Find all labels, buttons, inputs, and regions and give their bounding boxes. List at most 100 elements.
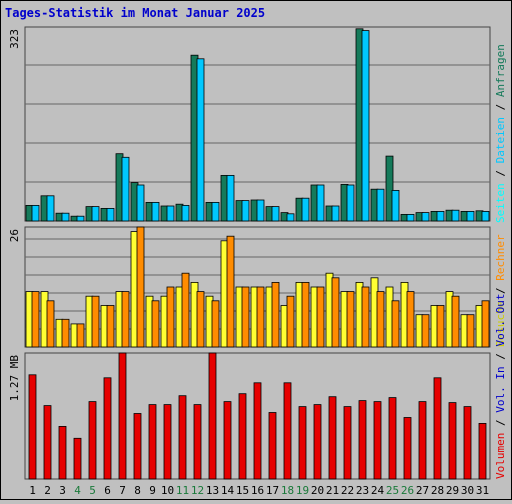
requests-bar-dateien-day-7 [121,156,130,222]
x-tick-label: 2 [44,484,51,497]
x-tick-label: 4 [74,484,81,497]
requests-bar-dateien-day-15 [241,200,250,222]
requests-bar-dateien-day-28 [436,210,445,222]
volume-bar-volumen-day-8 [133,413,142,480]
volume-bar-volumen-day-12 [193,404,202,480]
requests-bar-dateien-day-5 [91,206,100,222]
x-tick-label: 15 [236,484,249,497]
requests-ytick-label: 323 [8,29,21,49]
volume-bar-volumen-day-4 [73,437,82,480]
requests-bar-dateien-day-22 [346,184,355,222]
volume-bar-volumen-day-27 [418,401,427,480]
visits-bar-rechner-day-27 [421,314,430,348]
legend-entry: Besuche [494,301,507,347]
volume-bar-volumen-day-23 [358,400,367,480]
visits-bar-rechner-day-30 [466,314,475,348]
volume-bar-volumen-day-22 [343,406,352,480]
volume-bar-volumen-day-2 [43,405,52,480]
x-tick-label: 8 [134,484,141,497]
chart-legend: Seiten / Dateien / Anfragen Besuche / Rec… [494,44,507,479]
requests-bar-dateien-day-25 [391,189,400,222]
volume-bar-volumen-day-13 [208,352,217,480]
requests-bar-dateien-day-21 [331,205,340,222]
requests-legend: Seiten / Dateien / Anfragen [494,44,507,223]
visits-bar-rechner-day-9 [151,300,160,348]
requests-bar-dateien-day-27 [421,212,430,222]
visits-bar-rechner-day-11 [181,272,190,348]
x-tick-label: 7 [119,484,126,497]
visits-legend: Besuche / Rechner [494,234,507,347]
volume-bar-volumen-day-18 [283,382,292,480]
visits-panel: 26 [8,226,491,348]
visits-bar-rechner-day-19 [301,281,310,348]
requests-bar-dateien-day-16 [256,199,265,222]
visits-bar-rechner-day-1 [31,291,40,348]
visits-bar-rechner-day-20 [316,286,325,348]
volume-bar-volumen-day-17 [268,412,277,480]
requests-bar-dateien-day-6 [106,207,115,222]
legend-entry: Seiten [494,183,507,223]
volume-legend: Volumen / Vol. In / Vol. Out [494,294,507,479]
legend-entry: Rechner [494,234,507,281]
requests-bar-anfragen-day-25 [385,155,394,222]
volume-bar-volumen-day-16 [253,382,262,480]
visits-bar-rechner-day-25 [391,300,400,348]
x-tick-label: 18 [281,484,294,497]
x-tick-label: 27 [416,484,429,497]
visits-bar-rechner-day-12 [196,291,205,348]
requests-bar-dateien-day-20 [316,184,325,222]
x-tick-label: 14 [221,484,235,497]
visits-bar-rechner-day-4 [76,323,85,348]
requests-bar-dateien-day-30 [466,210,475,222]
volume-panel: 1.27 MB [8,352,491,480]
chart-title: Tages-Statistik im Monat Januar 2025 [5,6,265,20]
volume-bar-volumen-day-1 [28,374,37,480]
visits-bar-rechner-day-10 [166,286,175,348]
visits-bar-rechner-day-3 [61,318,70,348]
requests-bar-dateien-day-17 [271,206,280,222]
volume-bar-volumen-day-15 [238,393,247,480]
x-tick-label: 5 [89,484,96,497]
requests-plot-area [24,26,491,222]
requests-bar-dateien-day-24 [376,188,385,222]
volume-bar-volumen-day-28 [433,377,442,480]
x-tick-label: 28 [431,484,444,497]
legend-entry: Volumen [494,433,507,479]
x-tick-label: 13 [206,484,219,497]
visits-bar-rechner-day-28 [436,305,445,348]
x-tick-label: 22 [341,484,354,497]
visits-bar-rechner-day-22 [346,291,355,348]
volume-bar-volumen-day-11 [178,395,187,480]
volume-bar-volumen-day-24 [373,401,382,480]
volume-bar-volumen-day-29 [448,402,457,480]
legend-entry: Anfragen [494,44,507,97]
volume-bar-volumen-day-5 [88,401,97,480]
requests-bar-dateien-day-19 [301,197,310,222]
visits-bar-rechner-day-31 [481,300,490,348]
x-tick-label: 9 [149,484,156,497]
visits-bar-rechner-day-14 [226,235,235,348]
x-tick-label: 12 [191,484,204,497]
requests-bar-dateien-day-11 [181,204,190,222]
x-axis-labels: 1 2 3 4 5 6 7 8 9 10 11 12 13 14 15 16 17 18 19 20 21 22 23 24 2… [29,484,489,497]
x-tick-label: 17 [266,484,279,497]
requests-bar-dateien-day-18 [286,213,295,222]
requests-panel: 323 [8,26,491,222]
visits-bar-rechner-day-21 [331,277,340,348]
visits-bar-rechner-day-7 [121,291,130,348]
x-tick-label: 25 [386,484,399,497]
volume-bar-volumen-day-7 [118,352,127,480]
visits-bar-rechner-day-15 [241,286,250,348]
visits-bar-rechner-day-18 [286,295,295,348]
requests-bar-dateien-day-8 [136,184,145,222]
volume-bar-volumen-day-3 [58,425,67,480]
volume-bar-volumen-day-26 [403,417,412,480]
requests-bar-dateien-day-4 [76,215,85,222]
visits-bar-rechner-day-2 [46,300,55,348]
volume-bar-volumen-day-10 [163,404,172,480]
visits-bar-rechner-day-5 [91,295,100,348]
volume-bar-volumen-day-25 [388,397,397,480]
x-tick-label: 24 [371,484,385,497]
visits-bar-rechner-day-17 [271,281,280,348]
